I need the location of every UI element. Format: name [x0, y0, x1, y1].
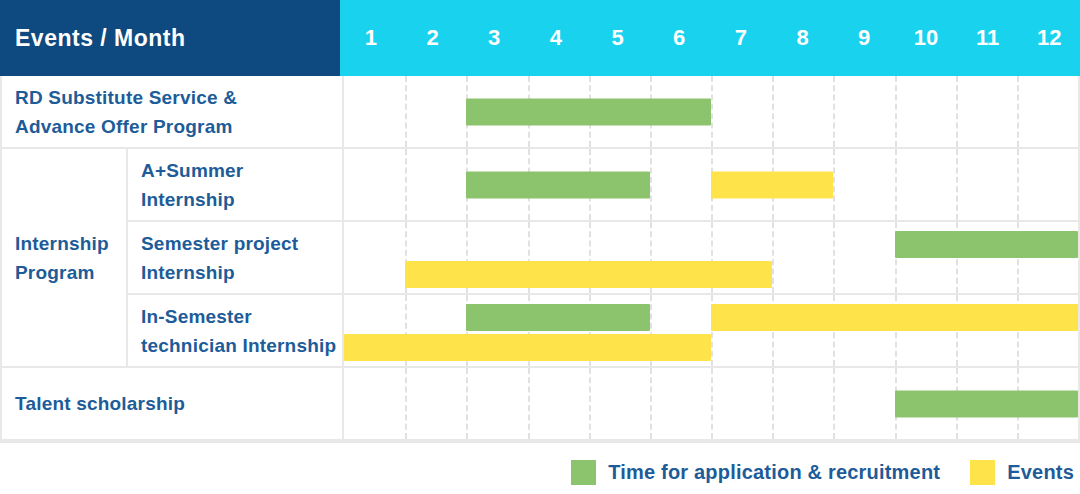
events-bar-in-semester-technician-internship-m7-m12 — [711, 304, 1078, 331]
legend-label-events: Events — [1007, 461, 1074, 484]
month-gridline — [833, 76, 835, 147]
label-line: Internship — [141, 185, 342, 214]
month-gridline — [405, 76, 407, 147]
application-bar-talent-scholarship-m10-m12 — [895, 390, 1079, 417]
legend-label-application: Time for application & recruitment — [608, 461, 940, 484]
month-label-8: 8 — [772, 0, 834, 76]
month-label-7: 7 — [710, 0, 772, 76]
month-label-10: 10 — [895, 0, 957, 76]
label-line: RD Substitute Service & — [15, 83, 342, 112]
events-bar-semester-project-internship-m2-m7 — [405, 261, 772, 288]
month-gridline — [833, 368, 835, 439]
row-label-rd-substitute-service: RD Substitute Service &Advance Offer Pro… — [2, 76, 342, 149]
label-line: In-Semester — [141, 302, 342, 331]
month-label-3: 3 — [463, 0, 525, 76]
events-month-header: Events / Month — [0, 0, 340, 76]
month-label-2: 2 — [402, 0, 464, 76]
label-line: Semester project — [141, 229, 342, 258]
month-label-4: 4 — [525, 0, 587, 76]
month-gridline — [895, 76, 897, 147]
application-swatch-icon — [571, 460, 596, 485]
events-bar-a-plus-summer-internship-m7-m8 — [711, 171, 833, 198]
month-gridline — [833, 149, 835, 220]
label-line: technician Internship — [141, 331, 342, 360]
month-gridline — [1017, 149, 1019, 220]
month-header-row: 123456789101112 — [340, 0, 1080, 76]
month-label-12: 12 — [1018, 0, 1080, 76]
month-gridline — [711, 368, 713, 439]
month-gridline — [405, 368, 407, 439]
month-gridline — [1017, 76, 1019, 147]
timeline-cell-semester-project-internship — [342, 222, 1078, 295]
label-line: Advance Offer Program — [15, 112, 342, 141]
events-swatch-icon — [970, 460, 995, 485]
legend: Time for application & recruitment Event… — [571, 460, 1074, 485]
legend-item-events: Events — [970, 460, 1074, 485]
month-gridline — [589, 368, 591, 439]
row-label-a-plus-summer-internship: A+SummerInternship — [126, 149, 342, 222]
label-line: Program — [15, 258, 126, 287]
row-label-semester-project-internship: Semester projectInternship — [126, 222, 342, 295]
group-label-internship-program: InternshipProgram — [2, 149, 126, 368]
label-line: A+Summer — [141, 156, 342, 185]
application-bar-a-plus-summer-internship-m3-m5 — [466, 171, 650, 198]
label-line: Internship — [141, 258, 342, 287]
month-gridline — [772, 222, 774, 293]
events-bar-in-semester-technician-internship-m1-m6 — [344, 334, 711, 361]
month-label-1: 1 — [340, 0, 402, 76]
legend-item-application: Time for application & recruitment — [571, 460, 940, 485]
month-label-6: 6 — [648, 0, 710, 76]
application-bar-rd-substitute-service-m3-m6 — [466, 98, 711, 125]
month-gridline — [833, 222, 835, 293]
month-gridline — [650, 149, 652, 220]
month-gridline — [650, 368, 652, 439]
timeline-cell-in-semester-technician-internship — [342, 295, 1078, 368]
table-header-row: Events / Month 123456789101112 — [0, 0, 1080, 76]
month-gridline — [772, 368, 774, 439]
application-bar-in-semester-technician-internship-m3-m5 — [466, 304, 650, 331]
month-gridline — [711, 76, 713, 147]
month-label-9: 9 — [833, 0, 895, 76]
month-gridline — [405, 149, 407, 220]
timeline-cell-a-plus-summer-internship — [342, 149, 1078, 222]
month-gridline — [466, 368, 468, 439]
label-line: Talent scholarship — [15, 389, 342, 418]
month-gridline — [956, 149, 958, 220]
month-gridline — [895, 149, 897, 220]
timeline-cell-rd-substitute-service — [342, 76, 1078, 149]
month-gridline — [772, 76, 774, 147]
month-gridline — [956, 76, 958, 147]
label-line: Internship — [15, 229, 126, 258]
timeline-cell-talent-scholarship — [342, 368, 1078, 441]
application-bar-semester-project-internship-m10-m12 — [895, 231, 1079, 258]
month-gridline — [528, 368, 530, 439]
row-label-in-semester-technician-internship: In-Semestertechnician Internship — [126, 295, 342, 368]
gantt-body: RD Substitute Service &Advance Offer Pro… — [0, 76, 1080, 443]
month-label-11: 11 — [957, 0, 1019, 76]
month-label-5: 5 — [587, 0, 649, 76]
row-label-talent-scholarship: Talent scholarship — [2, 368, 342, 441]
gantt-schedule-chart: Events / Month 123456789101112 RD Substi… — [0, 0, 1080, 494]
